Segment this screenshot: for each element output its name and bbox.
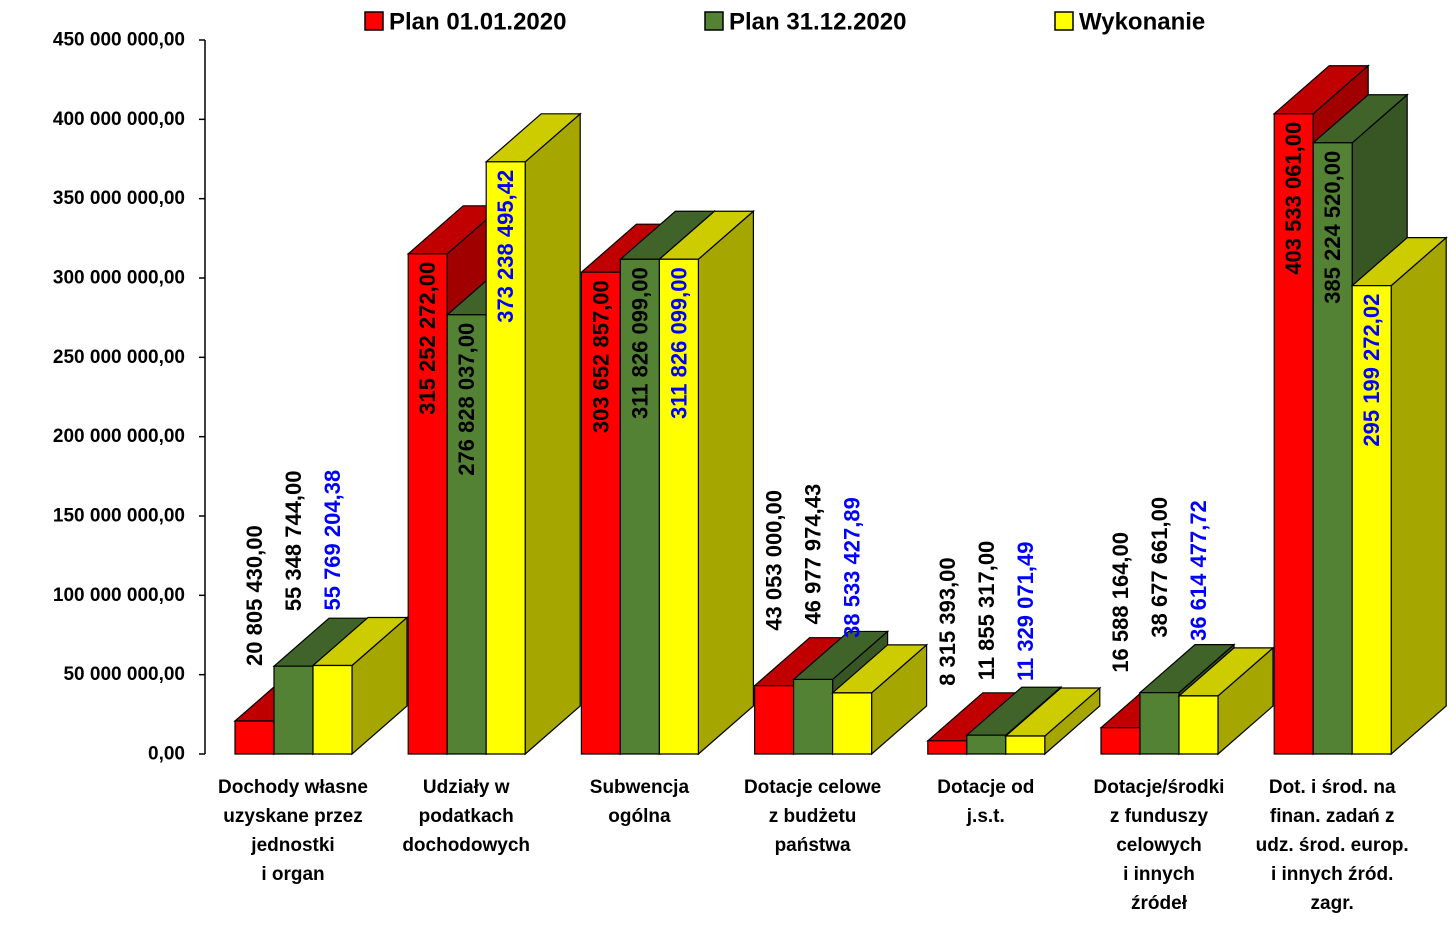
y-tick-label: 450 000 000,00 [53, 30, 185, 51]
x-tick-label: Subwencja ogólna [589, 777, 690, 827]
value-label: 46 977 974,43 [801, 484, 826, 625]
value-label: 315 252 272,00 [415, 262, 440, 415]
value-label: 38 533 427,89 [840, 497, 865, 638]
bar-side [697, 209, 755, 756]
legend-swatch [1054, 11, 1074, 31]
x-tick-label: Dot. i środ. na finan. zadań z udz. środ… [1255, 777, 1409, 914]
bar-front [1100, 727, 1141, 755]
legend-label: Plan 31.12.2020 [729, 9, 906, 36]
value-label: 303 652 857,00 [588, 280, 613, 433]
bar-front [927, 740, 968, 755]
x-tick-label: Dotacje od j.s.t. [937, 777, 1035, 827]
bar-side [1390, 236, 1447, 756]
x-tick-label: Dotacje celowe z budżetu państwa [743, 777, 882, 856]
value-label: 373 238 495,42 [493, 170, 518, 323]
bar-front [234, 720, 275, 755]
x-tick-label: Dotacje/środki z funduszy celowych i inn… [1093, 777, 1225, 914]
value-label: 385 224 520,00 [1320, 151, 1345, 304]
bar-front [1005, 735, 1046, 755]
bar [311, 616, 409, 756]
bar [484, 112, 582, 756]
value-label: 11 855 317,00 [974, 541, 999, 680]
bar-front [312, 664, 353, 755]
value-label: 295 199 272,02 [1359, 294, 1384, 447]
legend-swatch [704, 11, 724, 31]
value-label: 276 828 037,00 [454, 323, 479, 476]
value-label: 11 329 071,49 [1013, 542, 1038, 681]
bar-front [966, 734, 1007, 755]
bar [657, 209, 756, 756]
y-tick-label: 300 000 000,00 [53, 268, 185, 289]
value-label: 55 348 744,00 [281, 470, 306, 611]
value-label: 16 588 164,00 [1108, 532, 1133, 673]
value-label: 55 769 204,38 [320, 470, 345, 611]
value-label: 20 805 430,00 [242, 525, 267, 666]
y-tick-label: 150 000 000,00 [53, 506, 185, 527]
value-label: 311 826 099,00 [666, 267, 691, 419]
value-label: 38 677 661,00 [1147, 497, 1172, 638]
y-tick-label: 0,00 [148, 744, 185, 765]
legend-label: Wykonanie [1079, 9, 1205, 36]
bar [1350, 236, 1448, 756]
y-tick-label: 50 000 000,00 [63, 664, 185, 685]
bar-front [1351, 285, 1392, 755]
value-label: 403 533 061,00 [1281, 122, 1306, 275]
x-tick-label: Dochody własne uzyskane przez jednostki … [218, 777, 368, 885]
value-label: 43 053 000,00 [762, 490, 787, 631]
y-tick-label: 200 000 000,00 [53, 426, 185, 447]
bar-front [1139, 692, 1180, 755]
y-tick-label: 400 000 000,00 [53, 109, 185, 130]
bar-front [485, 161, 526, 755]
value-label: 311 826 099,00 [627, 267, 652, 419]
bar-front [831, 692, 873, 755]
bar [830, 643, 929, 756]
bar-front [273, 665, 314, 755]
legend-label: Plan 01.01.2020 [389, 9, 566, 36]
bar-front [658, 258, 700, 755]
bar-front [753, 685, 795, 755]
bar-side [524, 112, 581, 756]
bar-front [792, 678, 834, 755]
bar [1004, 686, 1102, 756]
x-tick-label: Udziały w podatkach dochodowych [402, 777, 531, 856]
value-label: 8 315 393,00 [935, 557, 960, 685]
y-tick-label: 100 000 000,00 [53, 585, 185, 606]
bar [1177, 646, 1275, 756]
y-tick-label: 350 000 000,00 [53, 188, 185, 209]
y-tick-label: 250 000 000,00 [53, 347, 185, 368]
legend-swatch [364, 11, 384, 31]
value-label: 36 614 477,72 [1186, 500, 1211, 641]
bar-front [1178, 695, 1219, 755]
